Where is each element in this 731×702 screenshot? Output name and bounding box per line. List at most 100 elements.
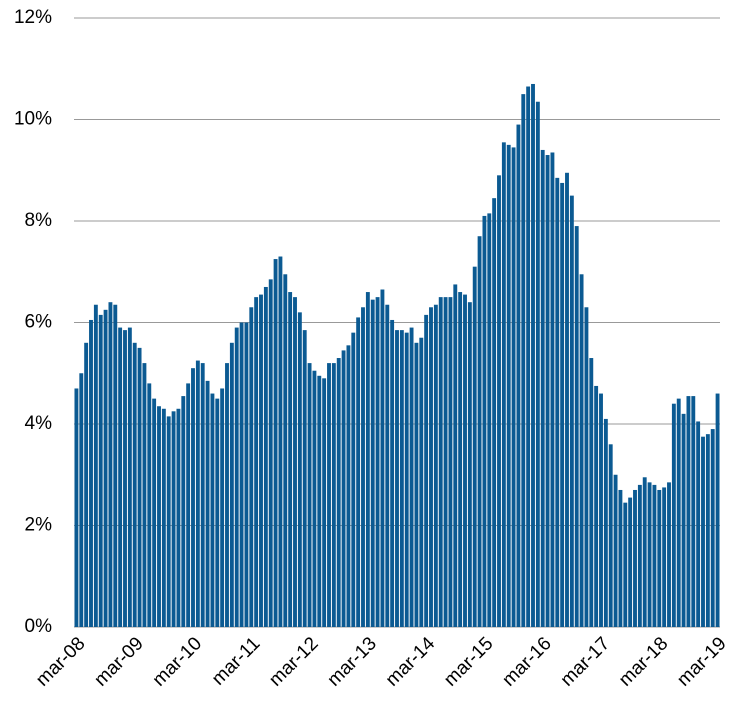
bar: [385, 304, 390, 627]
bar: [234, 327, 239, 627]
bar: [686, 396, 691, 627]
x-tick-label: mar-11: [208, 633, 264, 689]
bar: [448, 297, 453, 627]
bar: [84, 342, 89, 627]
bar: [191, 368, 195, 627]
bar: [79, 373, 84, 627]
bar: [399, 330, 404, 627]
bar: [696, 421, 701, 627]
bar: [157, 406, 161, 627]
bar: [628, 497, 633, 627]
bar: [341, 350, 346, 627]
bar: [200, 363, 205, 627]
x-tick-label: mar-09: [90, 633, 147, 690]
bar: [569, 195, 574, 627]
bar: [521, 94, 526, 627]
bar: [691, 396, 696, 627]
bar: [443, 297, 448, 627]
bar: [667, 482, 671, 627]
bar: [458, 292, 463, 627]
bar: [268, 279, 273, 627]
bar: [259, 294, 263, 627]
bar: [293, 297, 297, 627]
bar: [210, 393, 215, 627]
bar: [263, 286, 268, 627]
bar: [307, 363, 312, 627]
bar: [181, 396, 186, 627]
bar: [322, 378, 327, 627]
x-tick-label: mar-12: [265, 633, 322, 690]
bar: [215, 398, 220, 627]
bar: [283, 274, 288, 627]
bar: [171, 411, 176, 627]
bar: [453, 284, 458, 627]
bar: [118, 327, 123, 627]
bar: [390, 319, 395, 627]
bar: [254, 297, 259, 627]
bar: [565, 172, 569, 627]
bar: [361, 307, 365, 627]
bar: [463, 294, 467, 627]
bar: [249, 307, 254, 627]
x-tick-label: mar-15: [440, 633, 497, 690]
bar: [681, 413, 686, 627]
bar: [584, 307, 589, 627]
bar: [132, 342, 137, 627]
bar: [492, 198, 497, 627]
bar: [351, 332, 356, 627]
bar: [312, 370, 317, 627]
x-tick-label: mar-18: [615, 633, 672, 690]
bar: [297, 312, 302, 627]
x-tick-label: mar-08: [32, 633, 89, 690]
bar: [147, 383, 152, 627]
bar: [429, 307, 433, 627]
bar: [506, 144, 511, 627]
bar: [662, 487, 667, 627]
bar: [302, 330, 307, 627]
bar: [419, 337, 424, 627]
bar: [123, 330, 127, 627]
bar: [657, 489, 662, 627]
bar: [589, 358, 594, 627]
bar: [273, 259, 278, 627]
bar: [715, 393, 720, 627]
bar: [278, 256, 283, 627]
bar: [579, 274, 584, 627]
bar: [652, 484, 657, 627]
bar: [550, 152, 555, 628]
bar: [365, 292, 370, 627]
bar: [370, 299, 375, 627]
bar: [545, 155, 550, 627]
bar: [501, 142, 506, 627]
bar: [137, 347, 142, 627]
bar: [433, 304, 438, 627]
bar: [89, 319, 93, 627]
bar: [438, 297, 443, 627]
bar: [705, 434, 710, 627]
bar: [535, 101, 540, 628]
bar: [176, 408, 181, 627]
bar: [409, 327, 414, 627]
bar: [186, 383, 191, 627]
bar: [482, 215, 487, 628]
bar: [103, 309, 108, 627]
bar: [540, 149, 545, 627]
bar: [701, 436, 705, 627]
bar: [710, 429, 715, 627]
bar: [633, 489, 637, 627]
bar: [74, 388, 79, 627]
bar: [424, 314, 429, 627]
bar: [637, 484, 642, 627]
bar: [560, 182, 565, 627]
bar: [511, 147, 516, 627]
y-tick-label: 12%: [14, 7, 52, 28]
bar: [331, 363, 336, 627]
bar: [380, 289, 385, 627]
bar: [613, 474, 618, 627]
bar: [472, 266, 477, 627]
bar: [531, 83, 535, 628]
y-tick-label: 8%: [25, 210, 53, 231]
bar: [356, 317, 361, 627]
bar: [336, 358, 341, 627]
